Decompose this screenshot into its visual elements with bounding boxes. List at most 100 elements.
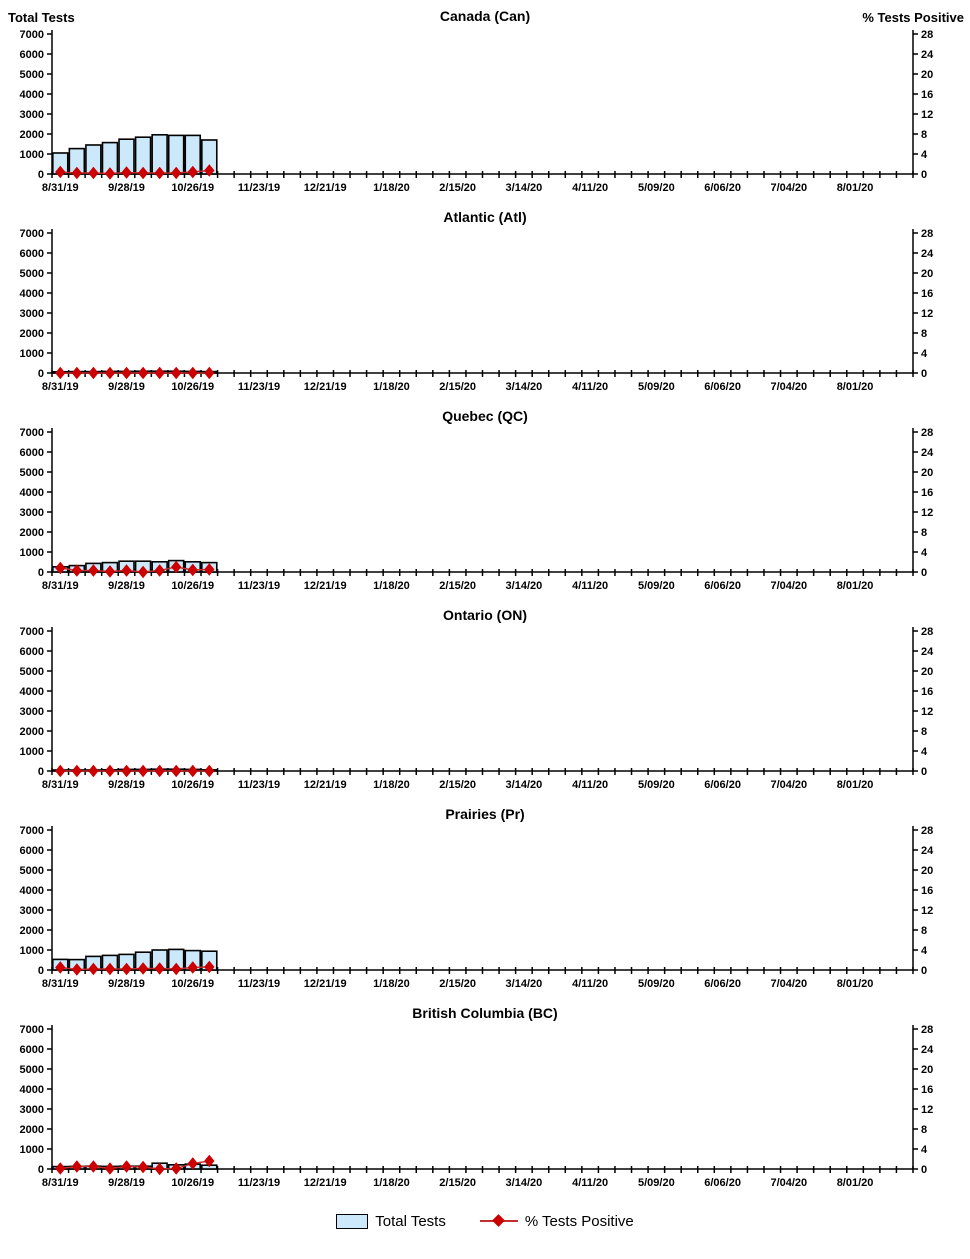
title-row: Prairies (Pr)	[0, 804, 970, 824]
chart-title-ontario: Ontario (ON)	[443, 607, 527, 623]
svg-text:12/21/19: 12/21/19	[304, 779, 347, 791]
chart-title-british-columbia: British Columbia (BC)	[412, 1005, 558, 1021]
svg-text:6/06/20: 6/06/20	[704, 779, 741, 791]
svg-text:1/18/20: 1/18/20	[373, 779, 410, 791]
svg-text:8/01/20: 8/01/20	[837, 1177, 874, 1189]
svg-text:5000: 5000	[20, 1064, 44, 1076]
svg-text:4/11/20: 4/11/20	[572, 381, 608, 393]
svg-text:6/06/20: 6/06/20	[704, 182, 741, 194]
svg-text:5000: 5000	[20, 666, 44, 678]
svg-text:3000: 3000	[20, 507, 44, 519]
svg-text:9/28/19: 9/28/19	[108, 580, 145, 592]
svg-text:1/18/20: 1/18/20	[373, 381, 410, 393]
svg-text:10/26/19: 10/26/19	[171, 1177, 214, 1189]
line-swatch-icon	[479, 1214, 518, 1227]
svg-text:16: 16	[921, 1084, 933, 1096]
svg-text:5000: 5000	[20, 467, 44, 479]
svg-text:8/01/20: 8/01/20	[837, 580, 874, 592]
svg-text:6000: 6000	[20, 248, 44, 260]
title-row: Quebec (QC)	[0, 406, 970, 426]
svg-text:5/09/20: 5/09/20	[638, 182, 675, 194]
svg-text:16: 16	[921, 885, 933, 897]
svg-text:0: 0	[921, 567, 927, 579]
right-axis-title: % Tests Positive	[862, 10, 964, 25]
canada-chart: 0 1000 2000 3000 4000 5000 6000 7000 0 4 8 12 16 20 24…	[20, 29, 935, 194]
svg-text:2/15/20: 2/15/20	[439, 182, 476, 194]
legend-item-pct-positive: % Tests Positive	[479, 1212, 634, 1230]
svg-text:5/09/20: 5/09/20	[638, 1177, 675, 1189]
svg-text:20: 20	[921, 467, 933, 479]
svg-text:10/26/19: 10/26/19	[171, 580, 214, 592]
svg-text:4: 4	[921, 547, 928, 559]
svg-text:12/21/19: 12/21/19	[304, 1177, 347, 1189]
svg-text:28: 28	[921, 29, 933, 41]
svg-text:2/15/20: 2/15/20	[439, 978, 476, 990]
svg-text:4/11/20: 4/11/20	[572, 580, 608, 592]
svg-text:6000: 6000	[20, 447, 44, 459]
svg-text:5000: 5000	[20, 268, 44, 280]
title-row: Atlantic (Atl)	[0, 207, 970, 227]
svg-text:8: 8	[921, 328, 927, 340]
svg-text:0: 0	[38, 567, 44, 579]
svg-text:9/28/19: 9/28/19	[108, 381, 145, 393]
svg-text:1000: 1000	[20, 547, 44, 559]
svg-text:8/31/19: 8/31/19	[42, 381, 79, 393]
svg-text:4/11/20: 4/11/20	[572, 779, 608, 791]
svg-text:7000: 7000	[20, 29, 44, 41]
bar-swatch-icon	[336, 1213, 369, 1229]
svg-text:4000: 4000	[20, 89, 44, 101]
svg-text:11/23/19: 11/23/19	[238, 978, 280, 990]
svg-text:11/23/19: 11/23/19	[238, 381, 280, 393]
svg-text:28: 28	[921, 825, 933, 837]
svg-text:3/14/20: 3/14/20	[506, 381, 543, 393]
svg-text:7/04/20: 7/04/20	[770, 182, 807, 194]
chart-panel-ontario: Ontario (ON) 0 1000 2000 3000 4000 5000 6000 70…	[0, 605, 970, 801]
chart-title-atlantic: Atlantic (Atl)	[443, 209, 527, 225]
svg-text:1000: 1000	[20, 1144, 44, 1156]
svg-text:0: 0	[921, 169, 927, 181]
svg-text:6/06/20: 6/06/20	[704, 978, 741, 990]
svg-text:3000: 3000	[20, 905, 44, 917]
svg-text:9/28/19: 9/28/19	[108, 978, 145, 990]
svg-text:6000: 6000	[20, 49, 44, 61]
svg-text:9/28/19: 9/28/19	[108, 1177, 145, 1189]
svg-text:1/18/20: 1/18/20	[373, 978, 410, 990]
svg-text:8/31/19: 8/31/19	[42, 978, 79, 990]
svg-text:7000: 7000	[20, 228, 44, 240]
chart-legend: Total Tests % Tests Positive	[0, 1202, 970, 1240]
svg-text:20: 20	[921, 69, 933, 81]
svg-text:8: 8	[921, 527, 927, 539]
svg-text:28: 28	[921, 626, 933, 638]
svg-text:12/21/19: 12/21/19	[304, 381, 347, 393]
svg-text:2000: 2000	[20, 527, 44, 539]
svg-text:11/23/19: 11/23/19	[238, 182, 280, 194]
svg-text:1000: 1000	[20, 149, 44, 161]
legend-pct-positive-label: % Tests Positive	[524, 1212, 634, 1230]
svg-text:28: 28	[921, 427, 933, 439]
svg-text:5000: 5000	[20, 865, 44, 877]
svg-text:0: 0	[38, 766, 44, 778]
svg-text:0: 0	[921, 368, 927, 380]
svg-text:4000: 4000	[20, 885, 44, 897]
quebec-chart: 0 1000 2000 3000 4000 5000 6000 7000 0 4 8 12 16 20 24…	[20, 427, 935, 592]
svg-text:3/14/20: 3/14/20	[506, 978, 543, 990]
svg-text:5/09/20: 5/09/20	[638, 978, 675, 990]
svg-text:7000: 7000	[20, 626, 44, 638]
svg-text:3/14/20: 3/14/20	[506, 580, 543, 592]
svg-text:0: 0	[38, 965, 44, 977]
svg-text:4/11/20: 4/11/20	[572, 1177, 608, 1189]
svg-text:10/26/19: 10/26/19	[171, 381, 214, 393]
svg-text:1000: 1000	[20, 348, 44, 360]
svg-text:4: 4	[921, 348, 928, 360]
svg-text:5/09/20: 5/09/20	[638, 580, 675, 592]
svg-text:6000: 6000	[20, 1044, 44, 1056]
legend-item-total-tests: Total Tests	[336, 1213, 446, 1230]
svg-text:4: 4	[921, 945, 928, 957]
diamond-marker-icon	[491, 1214, 505, 1227]
svg-text:8: 8	[921, 726, 927, 738]
svg-text:5/09/20: 5/09/20	[638, 381, 675, 393]
svg-text:7/04/20: 7/04/20	[770, 1177, 807, 1189]
svg-text:3000: 3000	[20, 109, 44, 121]
svg-text:12: 12	[921, 109, 933, 121]
svg-text:8: 8	[921, 925, 927, 937]
